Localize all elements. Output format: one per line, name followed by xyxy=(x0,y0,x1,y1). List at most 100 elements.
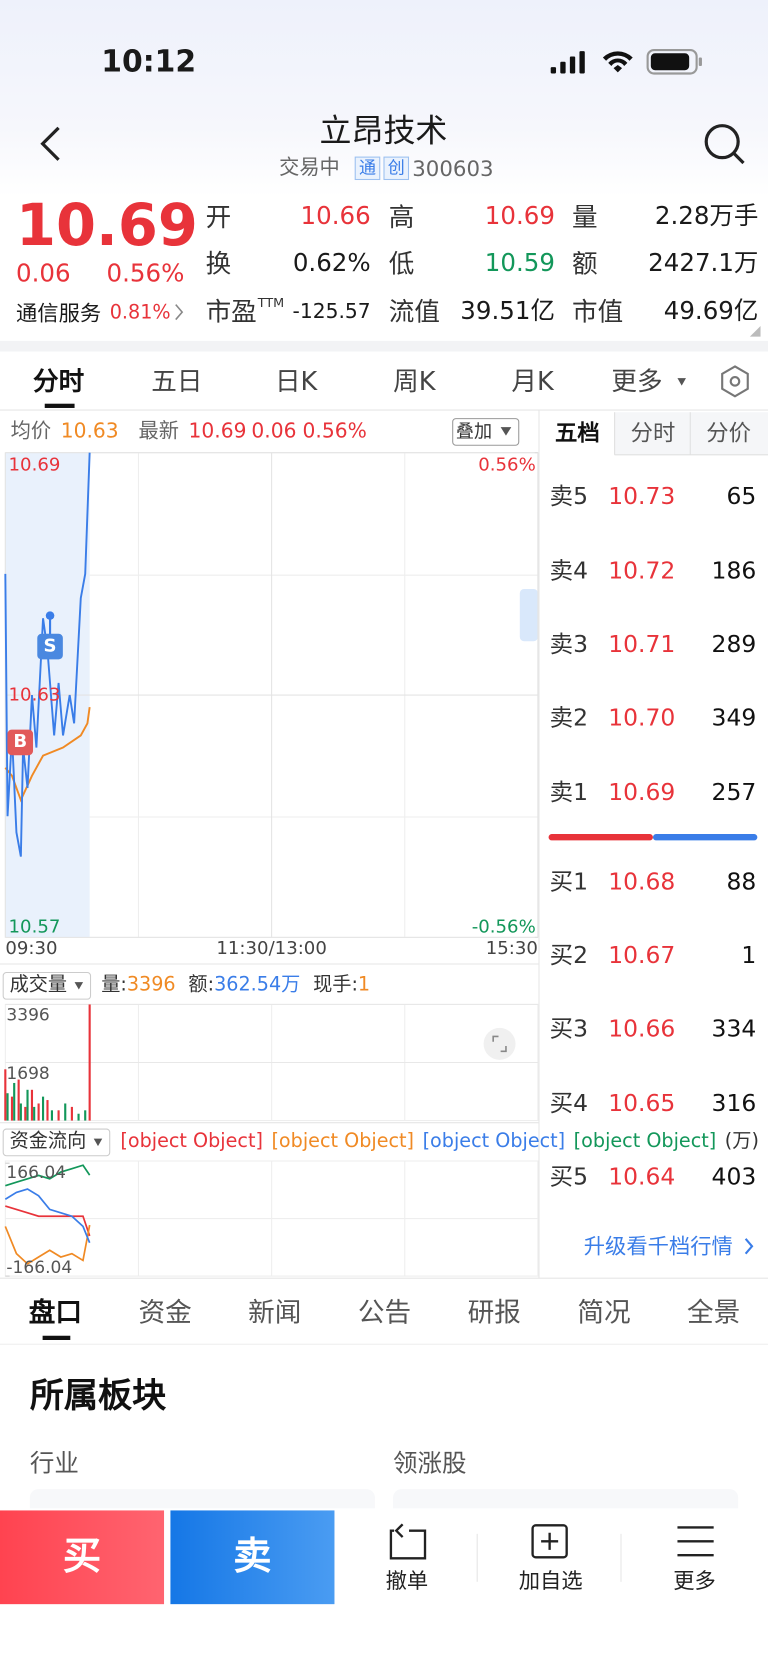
book-volume: 316 xyxy=(711,1090,757,1118)
book-price: 10.72 xyxy=(608,558,676,585)
section-label: 行业 xyxy=(29,1450,79,1478)
volume-stat-label: 量: xyxy=(101,973,127,996)
ratio-bar xyxy=(652,834,758,841)
buy-button[interactable] xyxy=(0,1510,165,1605)
sector-pct: 0.81% xyxy=(109,301,171,324)
side-handle[interactable] xyxy=(519,589,538,642)
sell-label[interactable]: 卖 xyxy=(233,1534,272,1579)
detail-tab[interactable]: 研报 xyxy=(467,1296,521,1328)
volume-bar xyxy=(13,1082,16,1121)
book-price: 10.68 xyxy=(608,869,676,896)
sector[interactable]: 通信服务 xyxy=(15,300,102,326)
tag: 创 xyxy=(383,156,410,181)
flow-selector[interactable]: 资金流向 xyxy=(9,1130,87,1153)
dropdown-arrow xyxy=(74,982,84,990)
avg-label: 均价 xyxy=(10,419,52,443)
action-label[interactable]: 更多 xyxy=(673,1567,716,1594)
period-tab[interactable]: 更多 xyxy=(611,366,663,397)
volume-bar xyxy=(64,1103,67,1121)
detail-tab[interactable]: 简况 xyxy=(577,1296,631,1328)
stat-label: 市盈 xyxy=(205,297,257,328)
detail-tab[interactable]: 全景 xyxy=(687,1296,741,1328)
last-price: 10.69 xyxy=(15,191,198,259)
book-label: 买3 xyxy=(549,1016,588,1043)
book-label: 卖5 xyxy=(549,483,588,511)
stat-label: 高 xyxy=(388,202,415,233)
stat-value: 10.66 xyxy=(300,202,371,231)
book-volume: 88 xyxy=(726,869,757,896)
detail-tab[interactable]: 新闻 xyxy=(248,1296,302,1328)
book-price: 10.70 xyxy=(608,705,676,732)
stat-value: 10.69 xyxy=(484,202,555,231)
book-price: 10.65 xyxy=(608,1090,676,1118)
stat-label: 量 xyxy=(572,202,598,233)
period-tab[interactable]: 月K xyxy=(511,366,554,397)
book-label: 买2 xyxy=(549,942,588,970)
last-value: 10.69 xyxy=(188,419,247,443)
search-icon[interactable] xyxy=(704,124,745,165)
period-tab[interactable]: 分时 xyxy=(33,366,85,397)
selector-box[interactable] xyxy=(2,971,92,1000)
volume-bar xyxy=(33,1106,36,1121)
overlay[interactable]: 叠加 xyxy=(455,421,493,443)
stat-value: -125.57 xyxy=(292,299,371,324)
flow-tick-label: 166.04 xyxy=(6,1162,67,1183)
volume-bar xyxy=(19,1103,22,1121)
volume-bar xyxy=(17,1079,20,1121)
volume-selector[interactable]: 成交量 xyxy=(9,973,68,996)
flow-item: [object Object] xyxy=(573,1130,717,1153)
title: 立昂技术 xyxy=(319,112,448,151)
book-volume: 403 xyxy=(711,1164,757,1191)
flow-item: [object Object] xyxy=(422,1130,566,1153)
sell-button[interactable] xyxy=(170,1510,335,1605)
back-icon[interactable] xyxy=(40,126,60,161)
period-tab[interactable]: 五日 xyxy=(151,366,203,397)
book-tab[interactable]: 五档 xyxy=(554,420,600,446)
buy-label[interactable]: 买 xyxy=(62,1534,102,1579)
y-tick-label: 10.57 xyxy=(8,916,61,938)
stat-value: 49.69亿 xyxy=(663,297,759,326)
stat-label: 换 xyxy=(205,249,232,280)
book-volume: 65 xyxy=(726,483,757,511)
tab-underline xyxy=(42,1335,71,1340)
stat-sup: TTM xyxy=(257,295,285,310)
book-volume: 349 xyxy=(711,705,757,732)
last-pct: 0.56% xyxy=(302,419,367,443)
action-icons xyxy=(389,1523,714,1560)
detail-tab[interactable]: 公告 xyxy=(357,1296,412,1328)
period-tab[interactable]: 周K xyxy=(393,366,436,397)
action-label[interactable]: 加自选 xyxy=(518,1567,583,1594)
action-label[interactable]: 撤单 xyxy=(385,1567,429,1594)
x-tick-label: 15:30 xyxy=(485,937,538,960)
sell-marker-label: S xyxy=(43,635,57,657)
book-label: 卖2 xyxy=(549,705,588,732)
book-volume: 334 xyxy=(711,1016,757,1043)
flow-line xyxy=(5,1164,91,1187)
book-tab[interactable]: 分时 xyxy=(630,420,676,446)
book-tab[interactable]: 分价 xyxy=(706,420,751,446)
settings-icon[interactable] xyxy=(721,365,749,398)
book-price: 10.67 xyxy=(608,942,676,970)
flow-item: [object Object] xyxy=(120,1130,263,1153)
period-tab[interactable]: 日K xyxy=(274,366,318,397)
stat-label: 额 xyxy=(572,249,598,280)
detail-tab[interactable]: 资金 xyxy=(138,1296,192,1328)
stat-value: 2427.1万 xyxy=(648,249,759,278)
book-volume: 257 xyxy=(711,779,757,807)
upgrade-link[interactable]: 升级看千档行情 xyxy=(583,1233,733,1260)
expand-icon[interactable] xyxy=(483,1027,516,1060)
volume-stat-value: 1 xyxy=(357,973,371,996)
volume-bar xyxy=(26,1089,29,1121)
selector-box[interactable] xyxy=(2,1128,111,1157)
y2-tick-label: 0.56% xyxy=(478,454,536,476)
overlay-button[interactable] xyxy=(452,418,520,446)
book-volume: 1 xyxy=(741,942,757,970)
separator xyxy=(0,340,768,352)
book-label: 买1 xyxy=(549,869,588,896)
book-label: 卖3 xyxy=(549,631,588,659)
status-icons xyxy=(550,48,702,75)
book-volume: 186 xyxy=(711,558,757,585)
book-label: 卖4 xyxy=(549,558,588,585)
detail-tab[interactable]: 盘口 xyxy=(28,1296,83,1328)
volume-bar xyxy=(6,1093,9,1121)
